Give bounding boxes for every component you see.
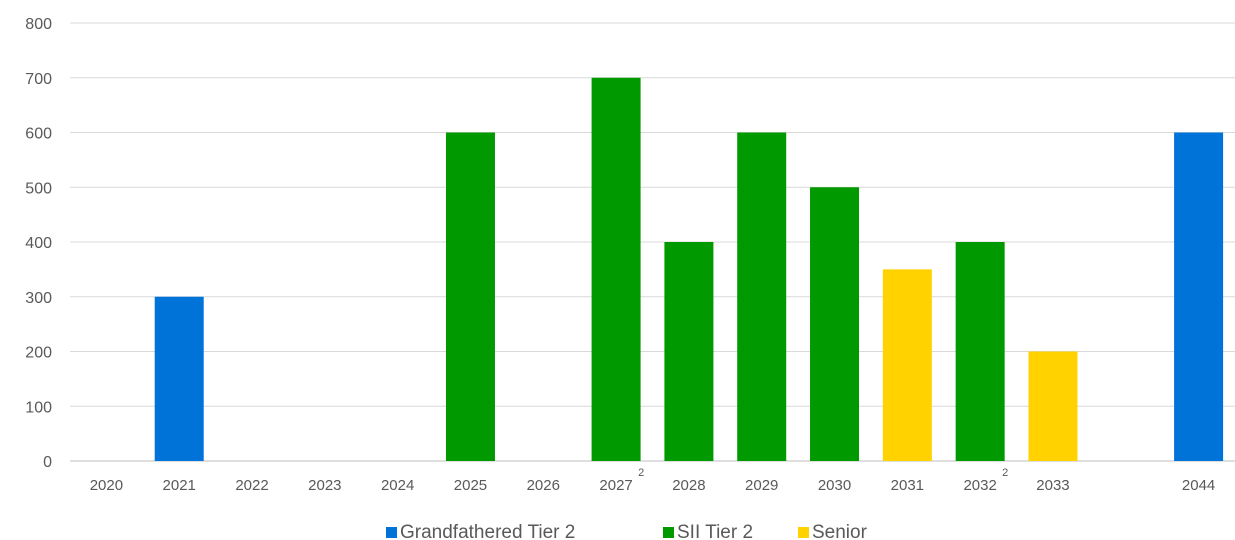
legend-label: Senior bbox=[812, 522, 868, 540]
y-tick-label: 800 bbox=[25, 16, 52, 33]
x-tick-label: 2027 bbox=[599, 477, 632, 494]
legend-label: SII Tier 2 bbox=[677, 522, 753, 540]
x-tick-label: 2032 bbox=[963, 477, 996, 494]
bars bbox=[154, 77, 1224, 461]
x-tick-label: 2030 bbox=[818, 477, 851, 494]
bar-senior-2033 bbox=[1028, 351, 1078, 461]
x-tick-label: 2044 bbox=[1182, 477, 1215, 494]
x-tick-label: 2028 bbox=[672, 477, 705, 494]
x-tick-label: 2029 bbox=[745, 477, 778, 494]
y-tick-label: 300 bbox=[25, 290, 52, 307]
x-tick-label: 2033 bbox=[1036, 477, 1069, 494]
y-tick-label: 0 bbox=[43, 454, 52, 471]
legend-swatch bbox=[386, 527, 397, 538]
x-tick-label: 2025 bbox=[454, 477, 487, 494]
x-tick-label: 2026 bbox=[527, 477, 560, 494]
x-tick-label: 2023 bbox=[308, 477, 341, 494]
y-tick-label: 700 bbox=[25, 71, 52, 88]
x-tick-label: 2021 bbox=[163, 477, 196, 494]
bar-sii-tier-2-2029 bbox=[737, 132, 787, 461]
footnote-marker: 2 bbox=[1002, 467, 1008, 479]
bar-sii-tier-2-2032 bbox=[955, 242, 1005, 461]
bar-senior-2031 bbox=[882, 269, 932, 461]
x-tick-label: 2022 bbox=[235, 477, 268, 494]
footnote-marker: 2 bbox=[638, 467, 644, 479]
y-tick-label: 100 bbox=[25, 399, 52, 416]
y-axis-tick-labels: 0 100 200 300 400 500 600 700 800 bbox=[25, 16, 52, 471]
bar-grandfathered-tier-2-2021 bbox=[154, 296, 204, 461]
legend-swatch bbox=[798, 527, 809, 538]
x-tick-label: 2024 bbox=[381, 477, 414, 494]
bar-sii-tier-2-2025 bbox=[445, 132, 495, 461]
bar-sii-tier-2-2028 bbox=[664, 242, 714, 461]
bar-grandfathered-tier-2-2044 bbox=[1174, 132, 1224, 461]
y-tick-label: 200 bbox=[25, 345, 52, 362]
legend-label: Grandfathered Tier 2 bbox=[400, 522, 575, 540]
y-tick-label: 600 bbox=[25, 126, 52, 143]
y-tick-label: 400 bbox=[25, 235, 52, 252]
x-tick-label: 2031 bbox=[891, 477, 924, 494]
legend-swatch bbox=[663, 527, 674, 538]
legend: Grandfathered Tier 2 SII Tier 2 Senior bbox=[386, 522, 868, 540]
x-axis-tick-labels: 2020 2021 2022 2023 2024 2025 2026 2027 2 2028 202… bbox=[90, 467, 1216, 494]
bar-sii-tier-2-2027 bbox=[591, 77, 641, 461]
x-tick-label: 2020 bbox=[90, 477, 123, 494]
bar-sii-tier-2-2030 bbox=[810, 187, 860, 461]
y-tick-label: 500 bbox=[25, 180, 52, 197]
gridlines bbox=[70, 22, 1235, 462]
